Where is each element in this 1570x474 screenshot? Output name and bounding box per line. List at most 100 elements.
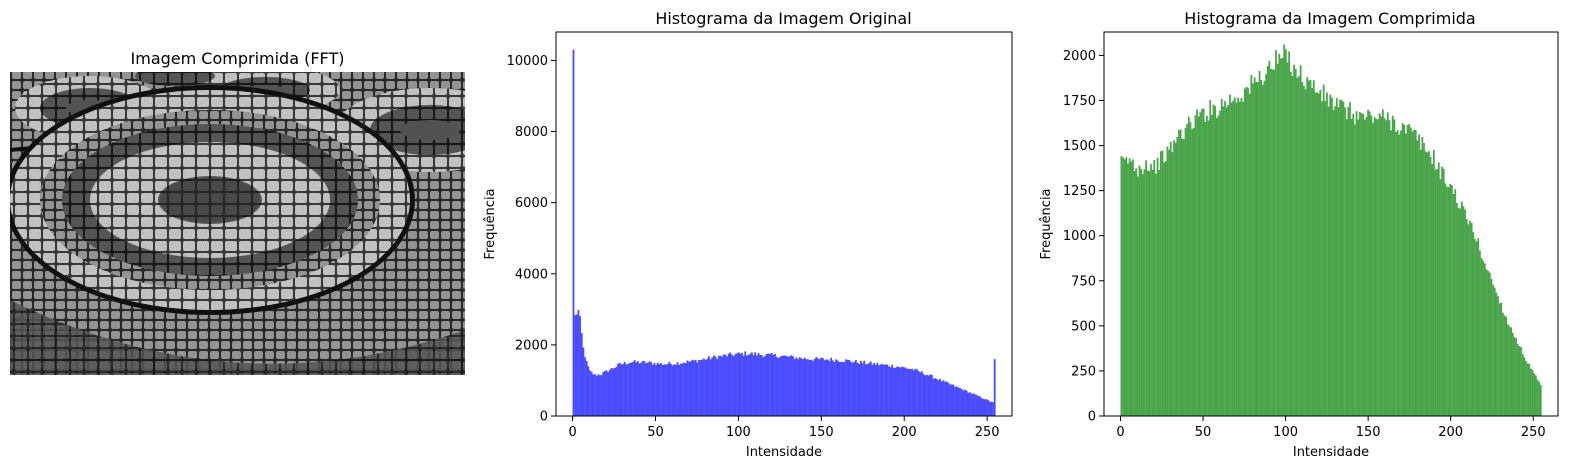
histogram-bar xyxy=(650,362,653,416)
histogram-bar xyxy=(623,362,626,416)
histogram-bar xyxy=(1377,119,1379,416)
histogram-bar xyxy=(1462,206,1465,416)
histogram-bar xyxy=(1457,208,1460,416)
y-tick-label: 2000 xyxy=(515,338,548,353)
histogram-bar xyxy=(911,368,913,416)
histogram-bar xyxy=(1278,53,1281,416)
histogram-bar xyxy=(1431,163,1434,416)
histogram-bar xyxy=(793,359,796,416)
histogram-bar xyxy=(1347,106,1350,417)
histogram-bar xyxy=(770,352,773,416)
histogram-bar xyxy=(1248,93,1251,416)
histogram-bar xyxy=(964,389,966,416)
histogram-bar xyxy=(767,353,770,416)
histogram-bar xyxy=(1488,272,1491,416)
histogram-original-bars xyxy=(572,49,996,416)
histogram-bar xyxy=(957,387,960,416)
histogram-bar xyxy=(922,374,925,416)
histogram-bar xyxy=(1534,375,1537,416)
histogram-bar xyxy=(698,359,700,416)
y-tick-label: 1000 xyxy=(1063,229,1096,244)
histogram-bar xyxy=(869,361,872,416)
histogram-bar xyxy=(684,363,687,416)
histogram-bar xyxy=(1339,99,1342,416)
histogram-bar xyxy=(1368,111,1371,416)
histogram-bar xyxy=(1312,80,1315,416)
histogram-bar xyxy=(962,390,965,416)
histogram-bar xyxy=(1158,170,1161,416)
histogram-bar xyxy=(1470,222,1473,416)
histogram-bar xyxy=(912,370,915,416)
histogram-bar xyxy=(835,359,837,416)
histogram-bar xyxy=(1465,219,1468,416)
cobblestone-image xyxy=(10,72,465,375)
histogram-bar xyxy=(861,363,864,416)
histogram-bar xyxy=(803,357,806,416)
histogram-bar xyxy=(1442,169,1445,416)
histogram-bar xyxy=(1298,76,1300,416)
histogram-bar xyxy=(1337,107,1340,416)
histogram-bar xyxy=(744,351,747,416)
histogram-bar xyxy=(716,359,719,416)
histogram-bar xyxy=(975,394,978,416)
histogram-bar xyxy=(1401,123,1404,416)
histogram-bar xyxy=(855,359,857,416)
histogram-bar xyxy=(1227,104,1230,416)
histogram-bar xyxy=(597,374,600,416)
histogram-bar xyxy=(1141,174,1144,416)
histogram-bar xyxy=(641,360,644,416)
histogram-bar xyxy=(686,360,689,416)
histogram-bar xyxy=(939,378,942,416)
histogram-bar xyxy=(757,352,760,416)
histogram-bar xyxy=(1143,169,1146,416)
histogram-bar xyxy=(1266,66,1269,417)
histogram-bar xyxy=(894,367,897,416)
x-tick-label: 150 xyxy=(809,425,834,440)
histogram-bar xyxy=(1192,128,1195,417)
histogram-bar xyxy=(600,375,603,416)
histogram-bar xyxy=(709,359,712,416)
histogram-bar xyxy=(1373,117,1376,416)
histogram-bar xyxy=(627,364,629,416)
histogram-bar xyxy=(1257,82,1259,416)
histogram-bar xyxy=(717,355,720,416)
histogram-bar xyxy=(746,355,748,416)
histogram-bar xyxy=(1505,316,1508,416)
histogram-bar xyxy=(1130,161,1133,416)
histogram-bar xyxy=(668,361,671,416)
histogram-bar xyxy=(1352,114,1355,417)
histogram-bar xyxy=(1265,74,1268,416)
histogram-bar xyxy=(1240,97,1243,416)
histogram-bar xyxy=(1311,88,1314,416)
histogram-bar xyxy=(1475,241,1478,416)
histogram-bar xyxy=(992,402,994,416)
histogram-bar xyxy=(954,386,956,416)
histogram-bar xyxy=(1303,85,1305,416)
x-tick-label: 250 xyxy=(1521,425,1546,440)
histogram-bar xyxy=(1480,258,1483,416)
histogram-bar xyxy=(838,361,841,416)
histogram-bar xyxy=(1169,141,1172,416)
histogram-bar xyxy=(1528,363,1531,416)
histogram-bar xyxy=(942,380,945,416)
histogram-bar xyxy=(683,362,686,416)
histogram-bar xyxy=(1207,120,1210,416)
histogram-bar xyxy=(1335,98,1338,417)
histogram-bar xyxy=(800,358,803,416)
histogram-original: Histograma da Imagem Original 0 50 100 150 2… xyxy=(483,9,1013,460)
histogram-bar xyxy=(754,352,757,416)
histogram-bar xyxy=(883,364,885,416)
histogram-bar xyxy=(760,355,763,416)
histogram-compressed-title: Histograma da Imagem Comprimida xyxy=(1184,9,1475,28)
histogram-bar xyxy=(1529,368,1532,416)
histogram-bar xyxy=(945,381,948,416)
histogram-bar xyxy=(1276,63,1279,416)
histogram-bar xyxy=(572,49,575,416)
histogram-bar xyxy=(988,401,991,416)
histogram-bar xyxy=(1217,115,1220,416)
histogram-bar xyxy=(1378,113,1381,416)
histogram-bar xyxy=(1362,113,1365,417)
histogram-bar xyxy=(1490,278,1493,416)
histogram-bar xyxy=(1288,51,1291,416)
histogram-bar xyxy=(1429,157,1432,416)
